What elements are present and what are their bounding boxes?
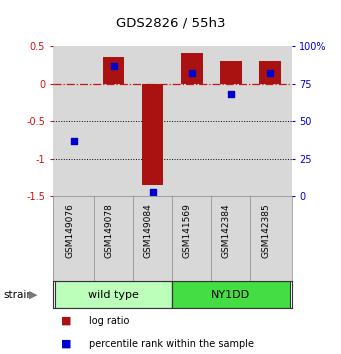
Bar	[259, 61, 281, 84]
Text: GSM149078: GSM149078	[104, 203, 114, 258]
Text: GDS2826 / 55h3: GDS2826 / 55h3	[116, 17, 225, 29]
Point	[228, 91, 234, 97]
Text: ■: ■	[61, 339, 72, 349]
Text: GSM142384: GSM142384	[222, 203, 231, 258]
Text: GSM149076: GSM149076	[65, 203, 74, 258]
Point	[189, 70, 194, 76]
Point	[150, 189, 155, 195]
Bar	[172, 281, 290, 308]
Text: log ratio: log ratio	[89, 316, 129, 326]
Bar	[103, 57, 124, 84]
Text: GSM149084: GSM149084	[144, 203, 153, 258]
Point	[267, 70, 273, 76]
Point	[111, 63, 116, 68]
Bar	[220, 61, 242, 84]
Text: NY1DD: NY1DD	[211, 290, 250, 300]
Text: wild type: wild type	[88, 290, 139, 300]
Bar	[55, 281, 172, 308]
Bar	[181, 53, 203, 84]
Bar	[142, 84, 163, 185]
Point	[72, 138, 77, 144]
Text: GSM141569: GSM141569	[183, 203, 192, 258]
Text: strain: strain	[3, 290, 33, 300]
Text: ■: ■	[61, 316, 72, 326]
Text: percentile rank within the sample: percentile rank within the sample	[89, 339, 254, 349]
Text: ▶: ▶	[29, 290, 38, 300]
Text: GSM142385: GSM142385	[261, 203, 270, 258]
